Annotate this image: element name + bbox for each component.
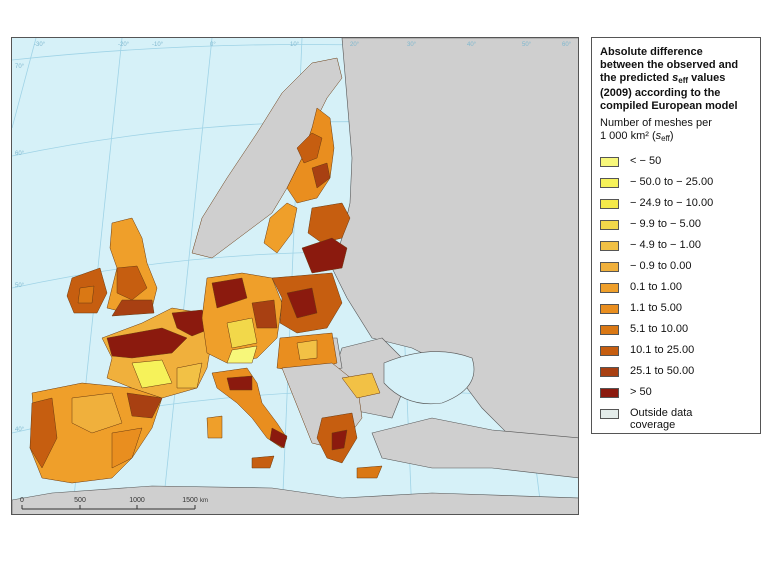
graticule-label: 10° [290,42,300,48]
graticule-label: 70° [15,64,25,70]
legend-class-row: 10.1 to 25.00 [600,342,754,363]
graticule-label: 50° [15,283,25,289]
legend-outside-label-line: Outside data [630,407,693,419]
legend-class-label: 5.1 to 10.00 [630,323,689,335]
legend-class-row: − 50.0 to − 25.00 [600,174,754,195]
legend-title-line: compiled European model [600,100,738,112]
legend-class-label: − 4.9 to − 1.00 [630,239,701,251]
legend-class-label: < − 50 [630,155,662,167]
legend-title-symbol: s [672,72,679,84]
iberia [29,382,163,484]
legend-swatch [600,304,619,314]
legend-subtitle-text: 1 000 km² ( [600,130,656,142]
legend-class-row: < − 50 [600,153,754,174]
scale-tick-1000: 1000 [129,497,145,504]
legend-class-label: − 50.0 to − 25.00 [630,176,714,188]
graticule-label: 30° [407,42,417,48]
legend-title-line: the predicted seff values [600,72,754,87]
legend-class-label: − 9.9 to − 5.00 [630,218,701,230]
legend-swatch [600,262,619,272]
legend-swatch [600,325,619,335]
legend-class-label: 0.1 to 1.00 [630,281,682,293]
italy [206,367,288,469]
legend-swatch [600,220,619,230]
legend-subtitle-symbol-sub: eff [661,134,670,143]
legend-title-text: values [688,72,726,84]
scale-bar: 0 500 1000 1500 km [20,497,208,510]
legend-class-row: 5.1 to 10.00 [600,321,754,342]
scale-tick-500: 500 [74,497,86,504]
legend-swatch [600,241,619,251]
legend-class-row: 0.1 to 1.00 [600,279,754,300]
legend-title: Absolute difference between the observed… [600,46,754,113]
map-panel: 0 500 1000 1500 km -30° -20° -10° 0° 10°… [11,37,579,515]
scandinavia [191,57,351,274]
legend-swatch [600,199,619,209]
legend-swatch [600,157,619,167]
legend-swatch-outside [600,409,619,419]
legend-swatch [600,346,619,356]
graticule-label: 0° [210,42,216,48]
europe-map: 0 500 1000 1500 km -30° -20° -10° 0° 10°… [12,38,578,514]
legend-class-label: 25.1 to 50.00 [630,365,695,377]
graticule-label: 20° [350,42,360,48]
legend-class-label: − 24.9 to − 10.00 [630,197,714,209]
legend-panel: Absolute difference between the observed… [591,37,761,434]
legend-title-symbol-sub: eff [678,76,689,85]
legend-class-label: > 50 [630,386,652,398]
legend-outside-label-line: coverage [630,419,676,431]
legend-outside-label: Outside data coverage [630,407,692,431]
legend-subtitle-symbol: s [655,130,662,142]
black-sea [383,351,475,405]
legend-class-row: − 24.9 to − 10.00 [600,195,754,216]
graticule-label: -20° [118,42,130,48]
legend-class-row: − 9.9 to − 5.00 [600,216,754,237]
graticule-label: 60° [15,151,25,157]
legend-class-label: 10.1 to 25.00 [630,344,695,356]
legend-subtitle: Number of meshes per 1 000 km² (seff) [600,117,754,145]
legend-swatch [600,178,619,188]
france-benelux [101,307,213,399]
graticule-label: 40° [15,427,25,433]
graticule-label: -10° [152,42,164,48]
scale-tick-0: 0 [20,497,24,504]
graticule-label: 50° [522,42,532,48]
legend-class-row: − 4.9 to − 1.00 [600,237,754,258]
legend-subtitle-line: 1 000 km² (seff) [600,130,754,145]
legend-class-label: − 0.9 to 0.00 [630,260,692,272]
legend-title-text: the predicted [600,72,673,84]
legend-class-row: 1.1 to 5.00 [600,300,754,321]
scale-tick-1500: 1500 [182,497,198,504]
graticule-label: 40° [467,42,477,48]
legend-swatch [600,283,619,293]
central-europe [201,272,343,374]
graticule-label: 60° [562,42,572,48]
legend-class-row: − 0.9 to 0.00 [600,258,754,279]
british-isles [66,217,158,317]
legend-class-list: < − 50 − 50.0 to − 25.00 − 24.9 to − 10.… [600,153,754,437]
graticule-label: -30° [34,42,46,48]
legend-outside-row: Outside data coverage [600,405,754,437]
legend-title-line: Absolute difference [600,46,703,58]
legend-class-row: > 50 [600,384,754,405]
scale-unit: km [200,498,208,504]
legend-class-label: 1.1 to 5.00 [630,302,682,314]
legend-swatch [600,388,619,398]
legend-class-row: 25.1 to 50.00 [600,363,754,384]
legend-title-line: between the observed and [600,59,739,71]
graticule-labels: -30° -20° -10° 0° 10° 20° 30° 40° 50° 60… [15,42,572,433]
legend-subtitle-text: ) [669,130,674,142]
legend-title-line: (2009) according to the [600,87,721,99]
legend-subtitle-line: Number of meshes per [600,117,712,129]
legend-swatch [600,367,619,377]
balkans [281,362,383,479]
